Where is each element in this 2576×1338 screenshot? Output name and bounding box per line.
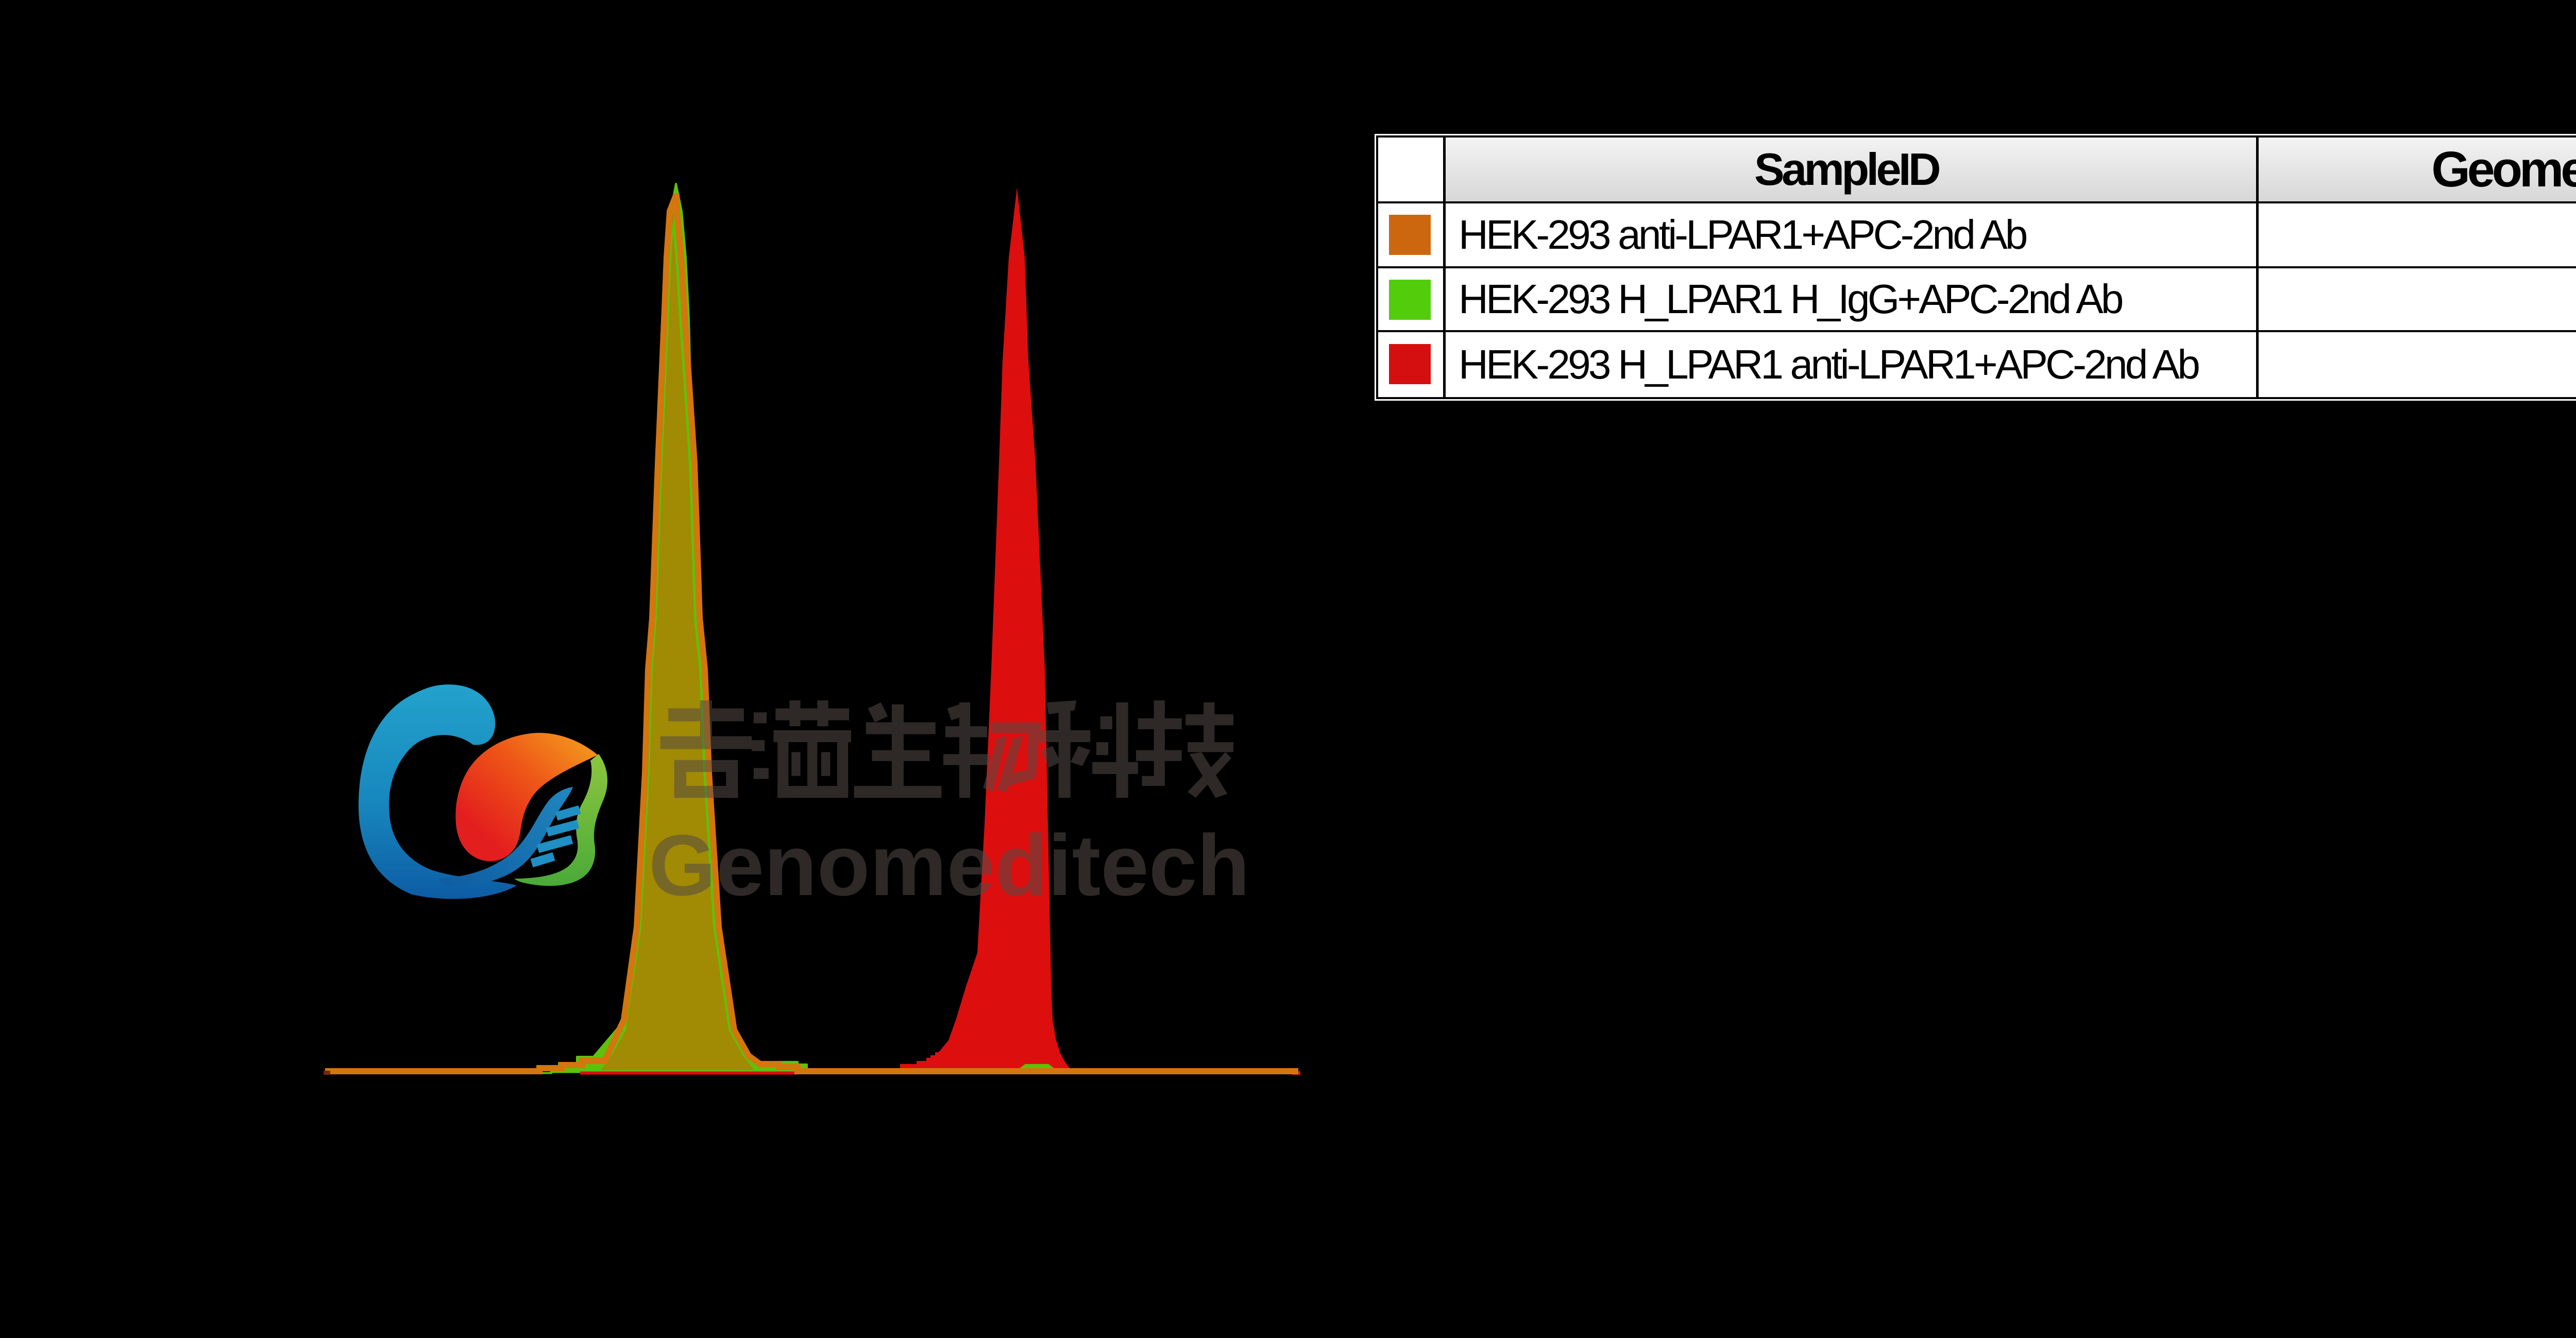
svg-text:Genomeditech: Genomeditech bbox=[649, 817, 1250, 914]
